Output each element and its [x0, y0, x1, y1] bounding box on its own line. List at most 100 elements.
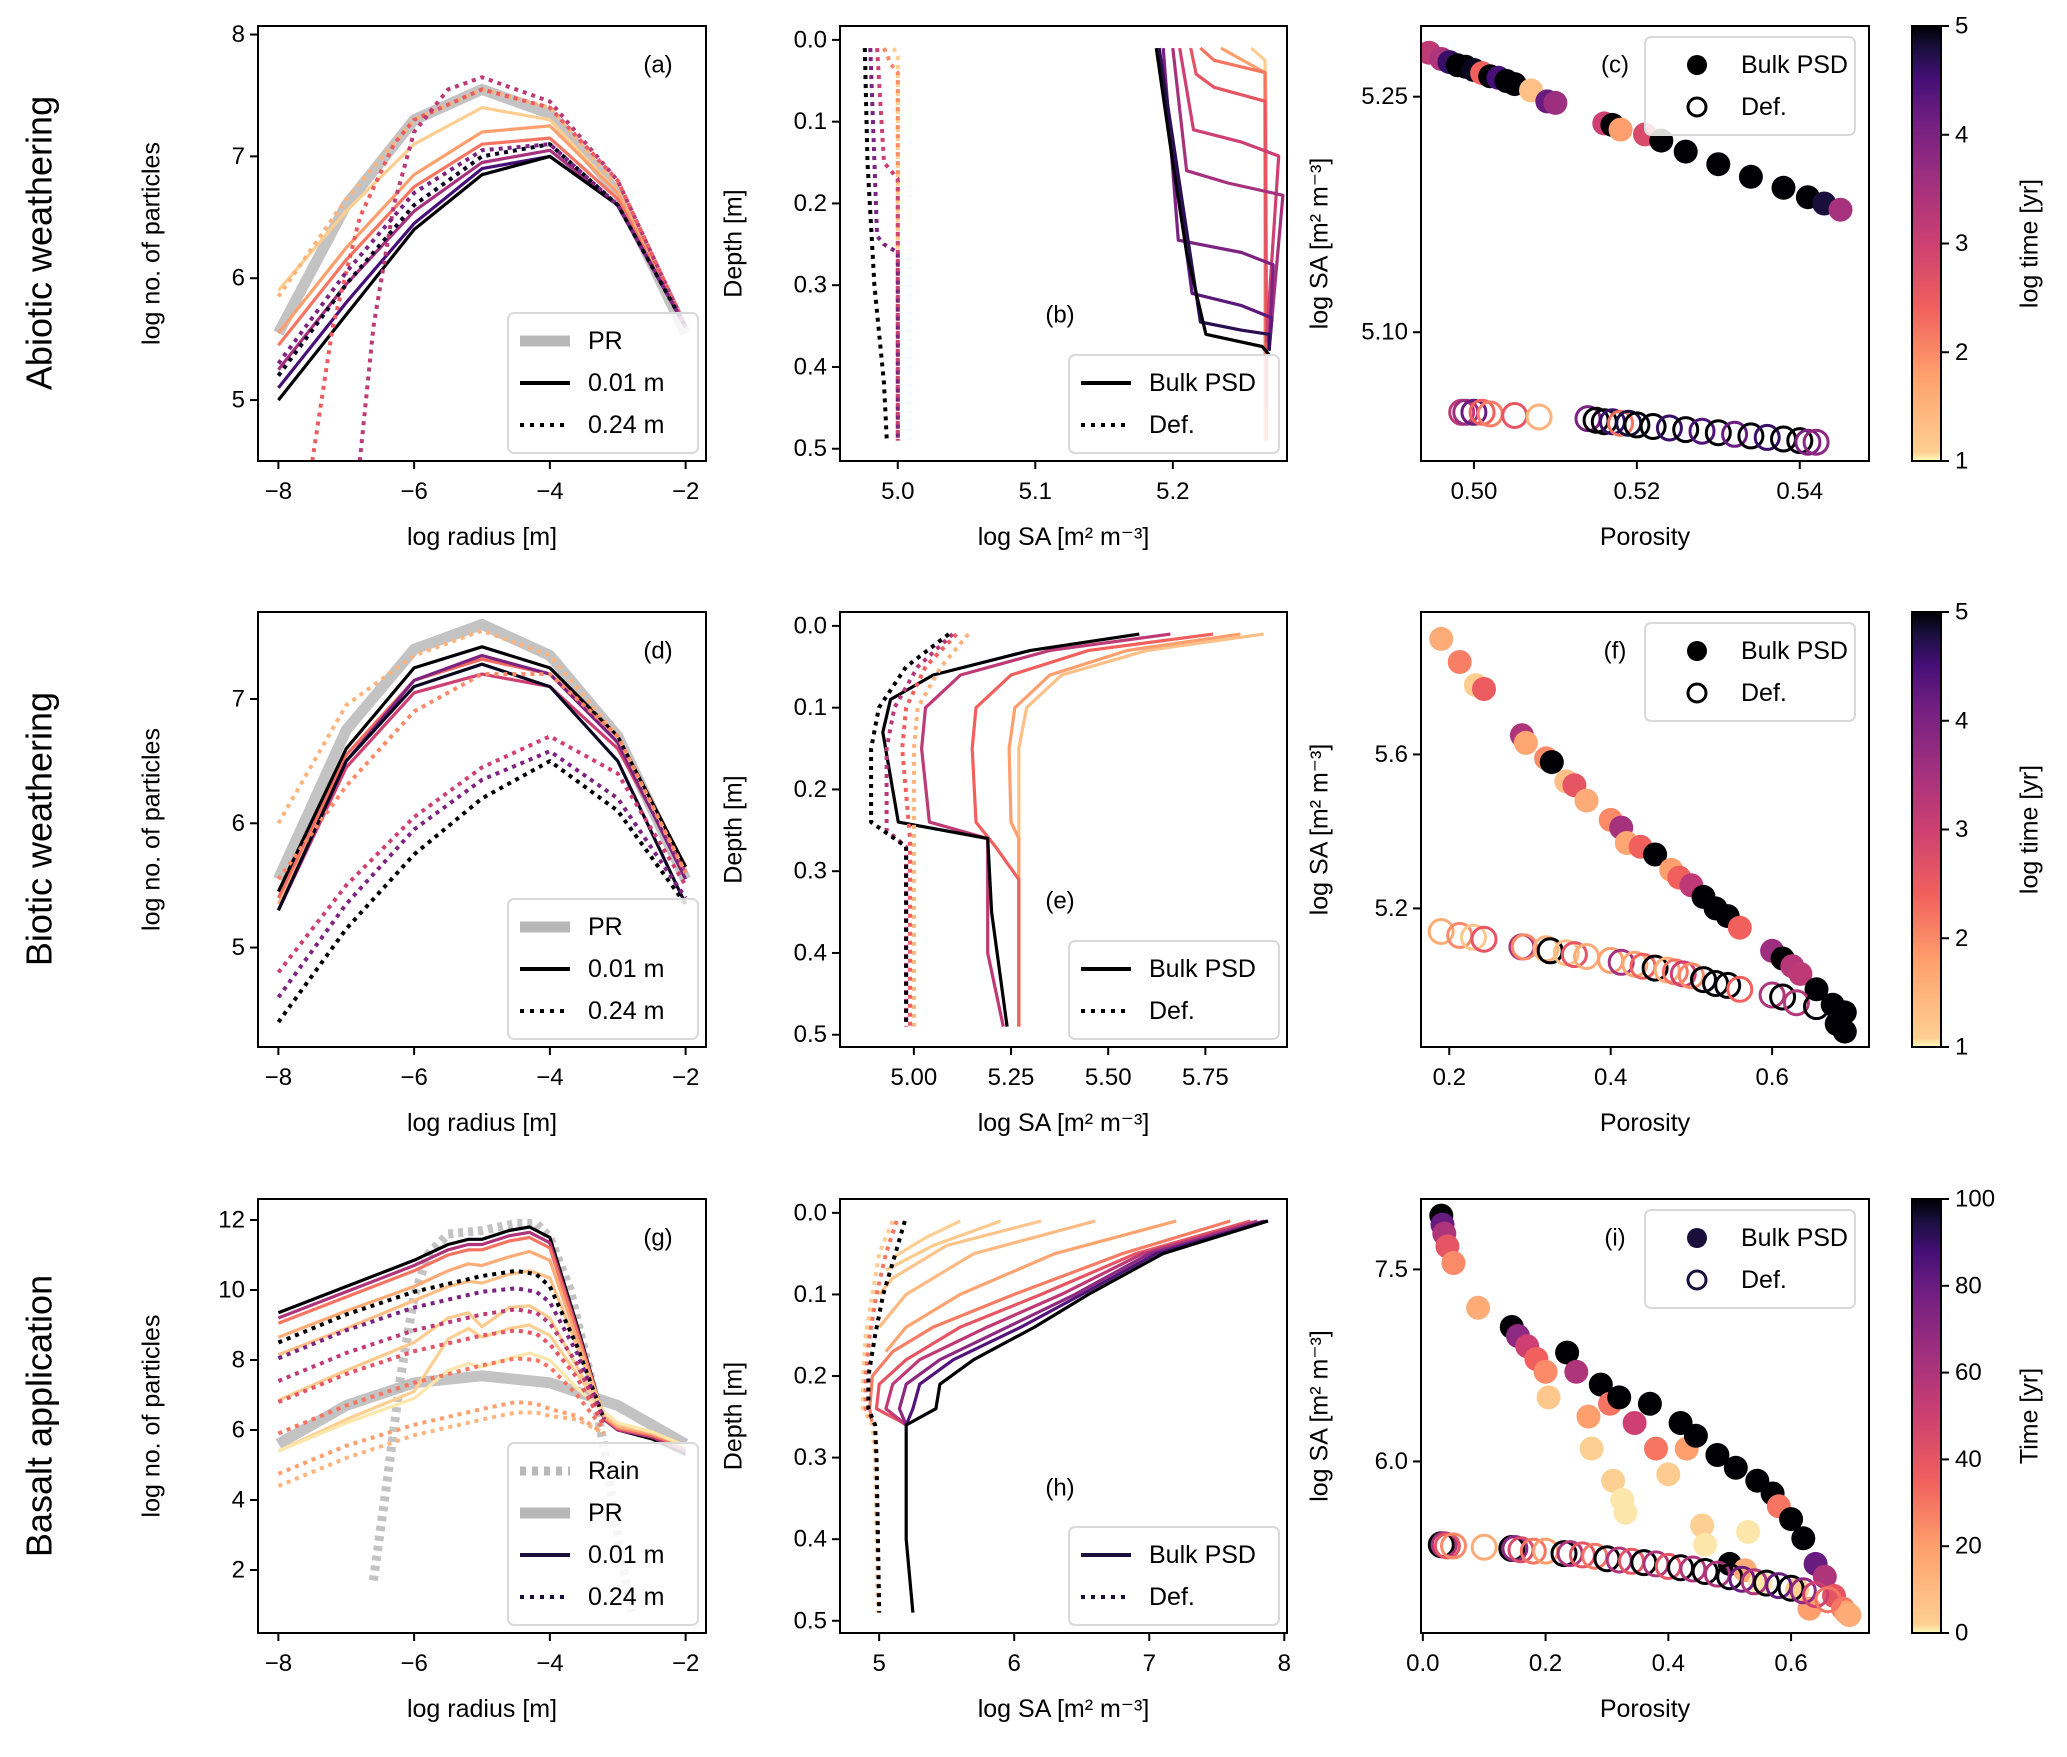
x-tick-label: 0.4	[1652, 1650, 1685, 1677]
colorbar-gradient	[1911, 1198, 1942, 1634]
scatter-point-def	[1690, 966, 1717, 994]
series-line	[900, 632, 959, 1027]
scatter-point-bulk	[1643, 842, 1668, 867]
scatter-point-bulk	[1539, 750, 1564, 775]
scatter-point-def	[1440, 1532, 1467, 1560]
colorbar-tick-label: 20	[1955, 1533, 1982, 1560]
scatter-point-def	[1470, 925, 1498, 953]
legend-label: Def.	[1741, 1266, 1787, 1294]
axes-frame	[1420, 1198, 1870, 1634]
x-tick-label: 5.25	[988, 1064, 1035, 1091]
series-line	[904, 1219, 1268, 1426]
panel-e: 5.00 5.25 5.50 5.75 0.0 0.1 0.2 0.3 0.4 0.5 log SA…	[720, 611, 1288, 1137]
y-tick-label: 0.5	[794, 1021, 827, 1048]
colorbar-tick-label: 1	[1955, 1034, 1968, 1061]
scatter-point-def	[1672, 416, 1700, 444]
y-tick-label: 0.1	[794, 694, 827, 721]
legend-box	[1068, 1526, 1280, 1626]
colorbar-tick-label: 3	[1955, 816, 1968, 843]
series-line	[276, 142, 688, 365]
colorbar-tick-label: 60	[1955, 1359, 1982, 1386]
panel-tag: (c)	[1601, 51, 1629, 78]
panel-i: 0.0 0.2 0.4 0.6 6.0 7.5 Porosity log SA [m² m⁻³…	[1306, 1198, 1870, 1723]
y-tick-label: 0.0	[794, 26, 827, 53]
y-tick-label: 10	[218, 1277, 245, 1304]
x-tick-label: 5.1	[1019, 478, 1052, 505]
scatter-point-bulk	[1828, 197, 1853, 222]
series-line	[277, 124, 688, 335]
scatter-point-bulk	[1779, 1507, 1804, 1532]
y-tick-label: 7	[232, 143, 245, 170]
legend: Bulk PSD Def.	[1068, 1526, 1280, 1626]
y-tick-label: 12	[218, 1207, 245, 1234]
y-tick-label: 0.3	[794, 272, 827, 299]
panel-g: −8 −6 −4 −2 2 4 6 8 10 12 log radius [m] log no. of…	[138, 1198, 707, 1723]
series-line	[868, 48, 900, 441]
y-tick-label: 5.10	[1361, 319, 1408, 346]
scatter-point-def	[1704, 419, 1732, 447]
series-line	[911, 632, 970, 1027]
panel-a: −8 −6 −4 −2 5 6 7 8 log radius [m] log no. of par…	[138, 21, 707, 551]
series-line	[310, 87, 688, 461]
scatter-point-def	[1794, 428, 1822, 456]
legend-label: Def.	[1741, 679, 1787, 707]
legend-label: Def.	[1741, 93, 1787, 121]
series-line	[869, 632, 951, 1027]
y-tick-label: 0.2	[794, 1363, 827, 1390]
y-axis-label: log no. of particles	[138, 1315, 166, 1518]
scatter-point-bulk	[1429, 626, 1454, 651]
series-line	[877, 1219, 1042, 1296]
axes-frame	[1420, 25, 1870, 462]
y-tick-label: 0.4	[794, 939, 827, 966]
series-line	[884, 632, 955, 1027]
scatter-point-bulk	[1637, 1391, 1662, 1416]
y-axis-label: Depth [m]	[720, 189, 748, 297]
legend-marker-filled	[1687, 1228, 1707, 1248]
scatter-point-bulk	[1608, 117, 1633, 142]
scatter-point-def	[1721, 420, 1749, 448]
colorbar-label: Time [yr]	[2016, 1368, 2044, 1464]
scatter-point-bulk	[1736, 1519, 1761, 1544]
legend-label: Bulk PSD	[1149, 369, 1256, 397]
y-tick-label: 7	[232, 686, 245, 713]
scatter-point-bulk	[1656, 1462, 1681, 1487]
series-line	[885, 1219, 1002, 1272]
y-axis-label: Depth [m]	[720, 1362, 748, 1470]
scatter-point-def	[1510, 933, 1538, 961]
y-tick-label: 0.4	[794, 1526, 827, 1553]
panel-h: 5 6 7 8 0.0 0.1 0.2 0.3 0.4 0.5 log SA [m² m⁻³] Dep…	[720, 1198, 1291, 1723]
y-axis-label: log SA [m² m⁻³]	[1306, 744, 1334, 916]
plot-area	[1421, 40, 1853, 456]
legend-label: 0.24 m	[588, 997, 664, 1025]
scatter-point-def	[1641, 954, 1669, 982]
scatter-point-bulk	[1673, 139, 1698, 164]
scatter-point-def	[1777, 1574, 1805, 1602]
x-axis-label: log SA [m² m⁻³]	[978, 523, 1150, 551]
scatter-point-bulk	[1466, 1295, 1491, 1320]
scatter-point-def	[1814, 1586, 1842, 1614]
series-line	[919, 632, 1171, 1027]
scatter-point-bulk	[1837, 1603, 1862, 1628]
scatter-point-def	[1460, 923, 1487, 951]
legend-label: PR	[588, 327, 623, 355]
scatter-point-bulk	[1543, 90, 1568, 115]
series-line	[1189, 47, 1269, 408]
scatter-point-bulk	[1622, 1411, 1647, 1435]
colorbar-tick-label: 4	[1955, 707, 1968, 734]
panel-tag: (i)	[1604, 1224, 1625, 1251]
legend: Bulk PSD Def.	[1644, 622, 1856, 722]
scatter-point-def	[1427, 918, 1455, 945]
scatter-point-bulk	[1683, 1423, 1708, 1448]
legend-marker-open	[1686, 682, 1708, 704]
axes-frame	[257, 611, 707, 1048]
colorbar-tick-label: 100	[1955, 1186, 1995, 1213]
scatter-point-def	[1737, 422, 1765, 450]
y-tick-label: 5	[232, 387, 245, 414]
series-line	[277, 1328, 606, 1428]
colorbar-tick-label: 2	[1955, 339, 1968, 366]
series-line	[276, 662, 688, 911]
legend-label: Bulk PSD	[1149, 1541, 1256, 1569]
scatter-point-bulk	[1601, 1468, 1626, 1493]
row-label-biotic: Biotic weathering	[19, 692, 60, 966]
series-line	[277, 1286, 607, 1421]
